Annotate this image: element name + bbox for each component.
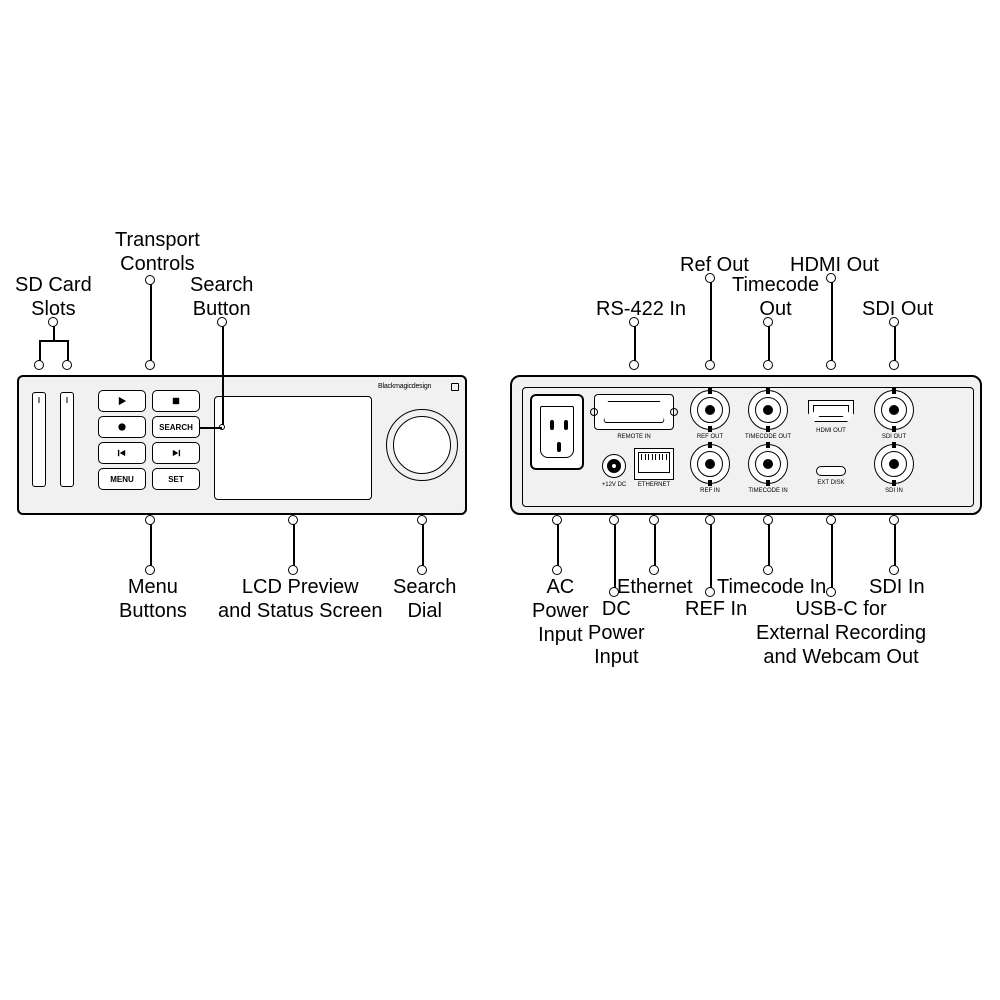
brand-text: Blackmagicdesign [378, 383, 431, 390]
prev-button [98, 442, 146, 464]
play-button [98, 390, 146, 412]
sd-slot-1 [32, 392, 46, 487]
set-button: SET [152, 468, 200, 490]
search-button: SEARCH [152, 416, 200, 438]
ref-out-dot [705, 273, 715, 283]
ethernet-label: ETHERNET [638, 482, 670, 488]
transport-controls-end-dot [145, 360, 155, 370]
timecode-out-bnc-label: TIMECODE OUT [745, 434, 791, 440]
transport-controls-dot [145, 275, 155, 285]
search-dial-inner [393, 416, 451, 474]
sdi-in-top-dot [889, 515, 899, 525]
sdi-in-bnc-label: SDI IN [885, 488, 903, 494]
menu-buttons-bot-dot [145, 565, 155, 575]
sdi-in-bnc [874, 444, 914, 484]
ref-in-top-dot [705, 515, 715, 525]
usbc-bot-dot [826, 587, 836, 597]
dc-power-jack [602, 454, 626, 478]
search-button-label: Search Button [190, 273, 253, 321]
dc-power-label: DC Power Input [588, 597, 645, 669]
transport-controls-label: Transport Controls [115, 228, 200, 276]
sd-card-slots-stem-dot [48, 317, 58, 327]
lcd-preview-label: LCD Preview and Status Screen [218, 575, 383, 623]
timecode-out-dot [763, 317, 773, 327]
sdi-in-label: SDI In [869, 575, 925, 599]
usbc-label: EXT DISK [817, 480, 844, 486]
ref-in-bnc [690, 444, 730, 484]
ref-out-bnc-label: REF OUT [697, 434, 723, 440]
sd-card-slots-label: SD Card Slots [15, 273, 92, 321]
ref-in-bot-dot [705, 587, 715, 597]
rs422-port-label: REMOTE IN [617, 434, 650, 440]
ethernet-bot-dot [649, 565, 659, 575]
diagram-root: SEARCH MENU SET Blackmagicdesign REMOTE IN +1… [0, 0, 1000, 1000]
sd-card-slots-dot [62, 360, 72, 370]
timecode-in-bnc-label: TIMECODE IN [748, 488, 787, 494]
lcd-screen [214, 396, 372, 500]
timecode-out-bnc [748, 390, 788, 430]
sd-card-slots-dot [34, 360, 44, 370]
dc-power-top-dot [609, 515, 619, 525]
timecode-in-label: Timecode In [717, 575, 826, 599]
ethernet-port [634, 448, 674, 480]
sd-slot-2 [60, 392, 74, 487]
usbc-top-dot [826, 515, 836, 525]
sdi-out-label: SDI Out [862, 297, 933, 321]
brand-icon [451, 383, 459, 391]
ac-power-label: AC Power Input [532, 575, 589, 647]
ac-power-top-dot [552, 515, 562, 525]
timecode-in-bot-dot [763, 565, 773, 575]
sdi-out-bnc-label: SDI OUT [882, 434, 906, 440]
ac-power-socket [530, 394, 584, 470]
lcd-preview-top-dot [288, 515, 298, 525]
dc-power-label: +12V DC [602, 482, 627, 488]
sdi-out-dot [889, 317, 899, 327]
stop-button [152, 390, 200, 412]
rs422-in-label: RS-422 In [596, 297, 686, 321]
timecode-out-end-dot [763, 360, 773, 370]
ref-out-bnc [690, 390, 730, 430]
sdi-out-end-dot [889, 360, 899, 370]
search-dial-label: Search Dial [393, 575, 456, 623]
hdmi-out-dot [826, 273, 836, 283]
search-button-dot [217, 317, 227, 327]
usbc-port [816, 466, 846, 476]
lcd-preview-bot-dot [288, 565, 298, 575]
timecode-in-top-dot [763, 515, 773, 525]
usbc-label: USB-C for External Recording and Webcam … [756, 597, 926, 669]
menu-buttons-top-dot [145, 515, 155, 525]
hdmi-label: HDMI OUT [816, 428, 846, 434]
rs422-in-dot [629, 317, 639, 327]
sdi-in-bot-dot [889, 565, 899, 575]
ref-in-bnc-label: REF IN [700, 488, 720, 494]
search-dial-bot-dot [417, 565, 427, 575]
record-button [98, 416, 146, 438]
timecode-out-label: Timecode Out [732, 273, 819, 321]
rs422-in-end-dot [629, 360, 639, 370]
ethernet-label: Ethernet [617, 575, 693, 599]
ref-out-end-dot [705, 360, 715, 370]
next-button [152, 442, 200, 464]
rs422-port [594, 394, 674, 430]
ac-power-bot-dot [552, 565, 562, 575]
search-dial-top-dot [417, 515, 427, 525]
menu-buttons-label: Menu Buttons [119, 575, 187, 623]
hdmi-port [808, 400, 854, 422]
hdmi-out-end-dot [826, 360, 836, 370]
ethernet-top-dot [649, 515, 659, 525]
ref-in-label: REF In [685, 597, 747, 621]
sdi-out-bnc [874, 390, 914, 430]
menu-button: MENU [98, 468, 146, 490]
timecode-in-bnc [748, 444, 788, 484]
